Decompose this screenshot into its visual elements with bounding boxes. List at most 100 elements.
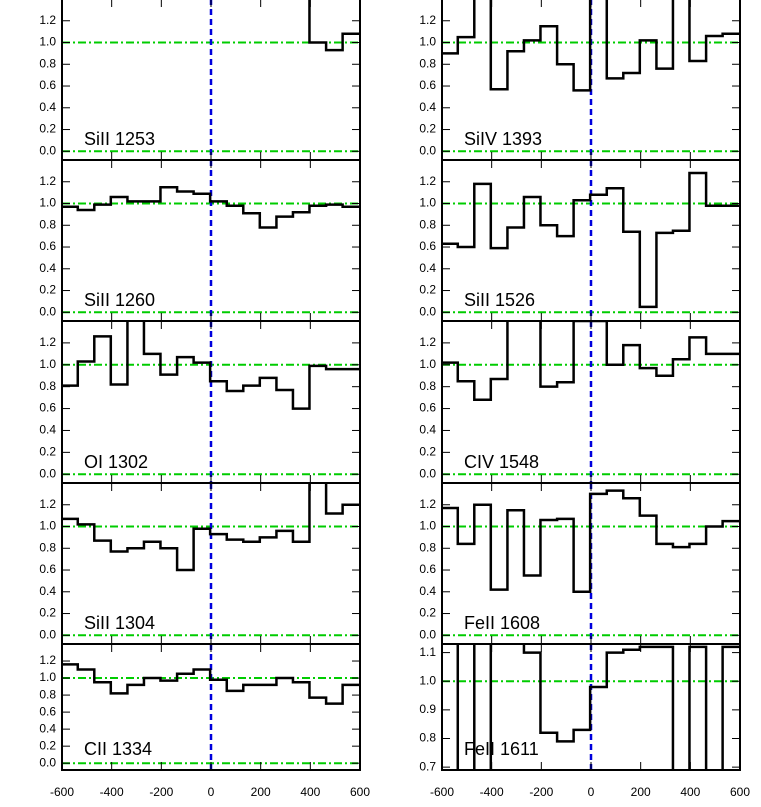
y-tick-label: 0.8 bbox=[39, 56, 56, 70]
panel bbox=[62, 483, 360, 644]
y-tick-label: 0.8 bbox=[39, 540, 56, 554]
y-tick-label: 1.0 bbox=[419, 519, 436, 533]
y-tick-label: 0.6 bbox=[419, 562, 436, 576]
spectrum-line bbox=[308, 0, 360, 52]
y-tick-label: 0.8 bbox=[419, 379, 436, 393]
y-tick-label: 1.0 bbox=[419, 673, 436, 687]
panel bbox=[442, 160, 740, 321]
y-tick-label: 1.2 bbox=[419, 13, 436, 27]
x-tick-label: -600 bbox=[430, 785, 454, 799]
y-tick-label: 0.6 bbox=[419, 239, 436, 253]
y-tick-label: 1.0 bbox=[419, 357, 436, 371]
x-tick-label: -400 bbox=[100, 785, 124, 799]
y-tick-label: 0.2 bbox=[419, 122, 436, 136]
y-tick-label: 0.8 bbox=[419, 540, 436, 554]
y-tick-label: 0.4 bbox=[419, 584, 436, 598]
y-tick-label: 0.0 bbox=[39, 627, 56, 641]
y-tick-label: 0.2 bbox=[39, 283, 56, 297]
x-tick-label: 600 bbox=[350, 785, 370, 799]
panel bbox=[442, 0, 740, 160]
y-tick-label: 0.2 bbox=[419, 606, 436, 620]
y-tick-label: 1.2 bbox=[39, 13, 56, 27]
panel-label: CIV 1548 bbox=[464, 452, 539, 472]
y-tick-label: 0.8 bbox=[419, 217, 436, 231]
spectrum-line bbox=[442, 171, 740, 309]
y-tick-label: 0.6 bbox=[39, 562, 56, 576]
spectrum-line bbox=[62, 663, 360, 705]
x-tick-label: 200 bbox=[631, 785, 651, 799]
y-tick-label: 1.0 bbox=[39, 357, 56, 371]
panel-label: OI 1302 bbox=[84, 452, 148, 472]
y-tick-label: 0.0 bbox=[419, 627, 436, 641]
x-tick-label: 200 bbox=[251, 785, 271, 799]
spectrum-line bbox=[62, 321, 360, 410]
y-tick-label: 0.9 bbox=[419, 702, 436, 716]
y-tick-label: 0.2 bbox=[39, 738, 56, 752]
x-tick-label: 400 bbox=[300, 785, 320, 799]
y-tick-label: 0.6 bbox=[39, 704, 56, 718]
panel-label: SiII 1526 bbox=[464, 290, 535, 310]
panel bbox=[442, 321, 740, 483]
y-tick-label: 1.0 bbox=[39, 670, 56, 684]
y-tick-label: 0.8 bbox=[39, 217, 56, 231]
panel-label: FeII 1611 bbox=[464, 739, 539, 759]
x-tick-label: -600 bbox=[50, 785, 74, 799]
y-tick-label: 0.0 bbox=[419, 143, 436, 157]
y-tick-label: 0.4 bbox=[419, 423, 436, 437]
y-tick-label: 0.0 bbox=[39, 143, 56, 157]
y-tick-label: 0.0 bbox=[39, 466, 56, 480]
y-tick-label: 1.2 bbox=[39, 174, 56, 188]
x-tick-label: 400 bbox=[680, 785, 700, 799]
y-tick-label: 0.2 bbox=[419, 445, 436, 459]
y-tick-label: 0.6 bbox=[39, 401, 56, 415]
panel bbox=[442, 644, 740, 770]
y-tick-label: 1.0 bbox=[419, 196, 436, 210]
panel bbox=[62, 160, 360, 321]
y-tick-label: 1.2 bbox=[419, 335, 436, 349]
y-tick-label: 0.6 bbox=[419, 401, 436, 415]
y-tick-label: 0.4 bbox=[39, 423, 56, 437]
y-tick-label: 0.0 bbox=[419, 466, 436, 480]
y-tick-label: 1.0 bbox=[39, 519, 56, 533]
y-tick-label: 1.2 bbox=[39, 653, 56, 667]
y-tick-label: 0.8 bbox=[39, 687, 56, 701]
spectrum-line bbox=[442, 321, 740, 402]
y-tick-label: 1.2 bbox=[419, 174, 436, 188]
spectrum-line bbox=[62, 185, 360, 229]
panel-label: SiII 1253 bbox=[84, 129, 155, 149]
panel bbox=[62, 321, 360, 483]
y-tick-label: 0.4 bbox=[39, 584, 56, 598]
spectrum-line bbox=[62, 483, 360, 572]
y-tick-label: 1.1 bbox=[419, 645, 436, 659]
panel-label: SiII 1260 bbox=[84, 290, 155, 310]
panel bbox=[62, 0, 360, 160]
y-tick-label: 0.4 bbox=[419, 261, 436, 275]
y-tick-label: 0.2 bbox=[419, 283, 436, 297]
y-tick-label: 0.4 bbox=[39, 721, 56, 735]
y-tick-label: 0.8 bbox=[39, 379, 56, 393]
y-tick-label: 0.8 bbox=[419, 731, 436, 745]
panel-label: CII 1334 bbox=[84, 739, 152, 759]
spectrum-line bbox=[442, 0, 740, 92]
panel-label: SiII 1304 bbox=[84, 613, 155, 633]
y-tick-label: 0.2 bbox=[39, 445, 56, 459]
x-tick-label: 0 bbox=[588, 785, 595, 799]
y-tick-label: 0.0 bbox=[419, 304, 436, 318]
panel bbox=[442, 483, 740, 644]
panel-label: SiIV 1393 bbox=[464, 129, 542, 149]
y-tick-label: 1.2 bbox=[39, 335, 56, 349]
x-tick-label: -200 bbox=[149, 785, 173, 799]
y-tick-label: 0.0 bbox=[39, 755, 56, 769]
y-tick-label: 0.7 bbox=[419, 759, 436, 773]
y-tick-label: 0.4 bbox=[39, 261, 56, 275]
x-tick-label: -200 bbox=[529, 785, 553, 799]
y-tick-label: 0.6 bbox=[39, 78, 56, 92]
panel-label: FeII 1608 bbox=[464, 613, 540, 633]
spectrum-line bbox=[442, 489, 740, 594]
y-tick-label: 0.0 bbox=[39, 304, 56, 318]
y-tick-label: 0.2 bbox=[39, 122, 56, 136]
y-tick-label: 0.6 bbox=[419, 78, 436, 92]
y-tick-label: 0.2 bbox=[39, 606, 56, 620]
y-tick-label: 1.0 bbox=[419, 35, 436, 49]
